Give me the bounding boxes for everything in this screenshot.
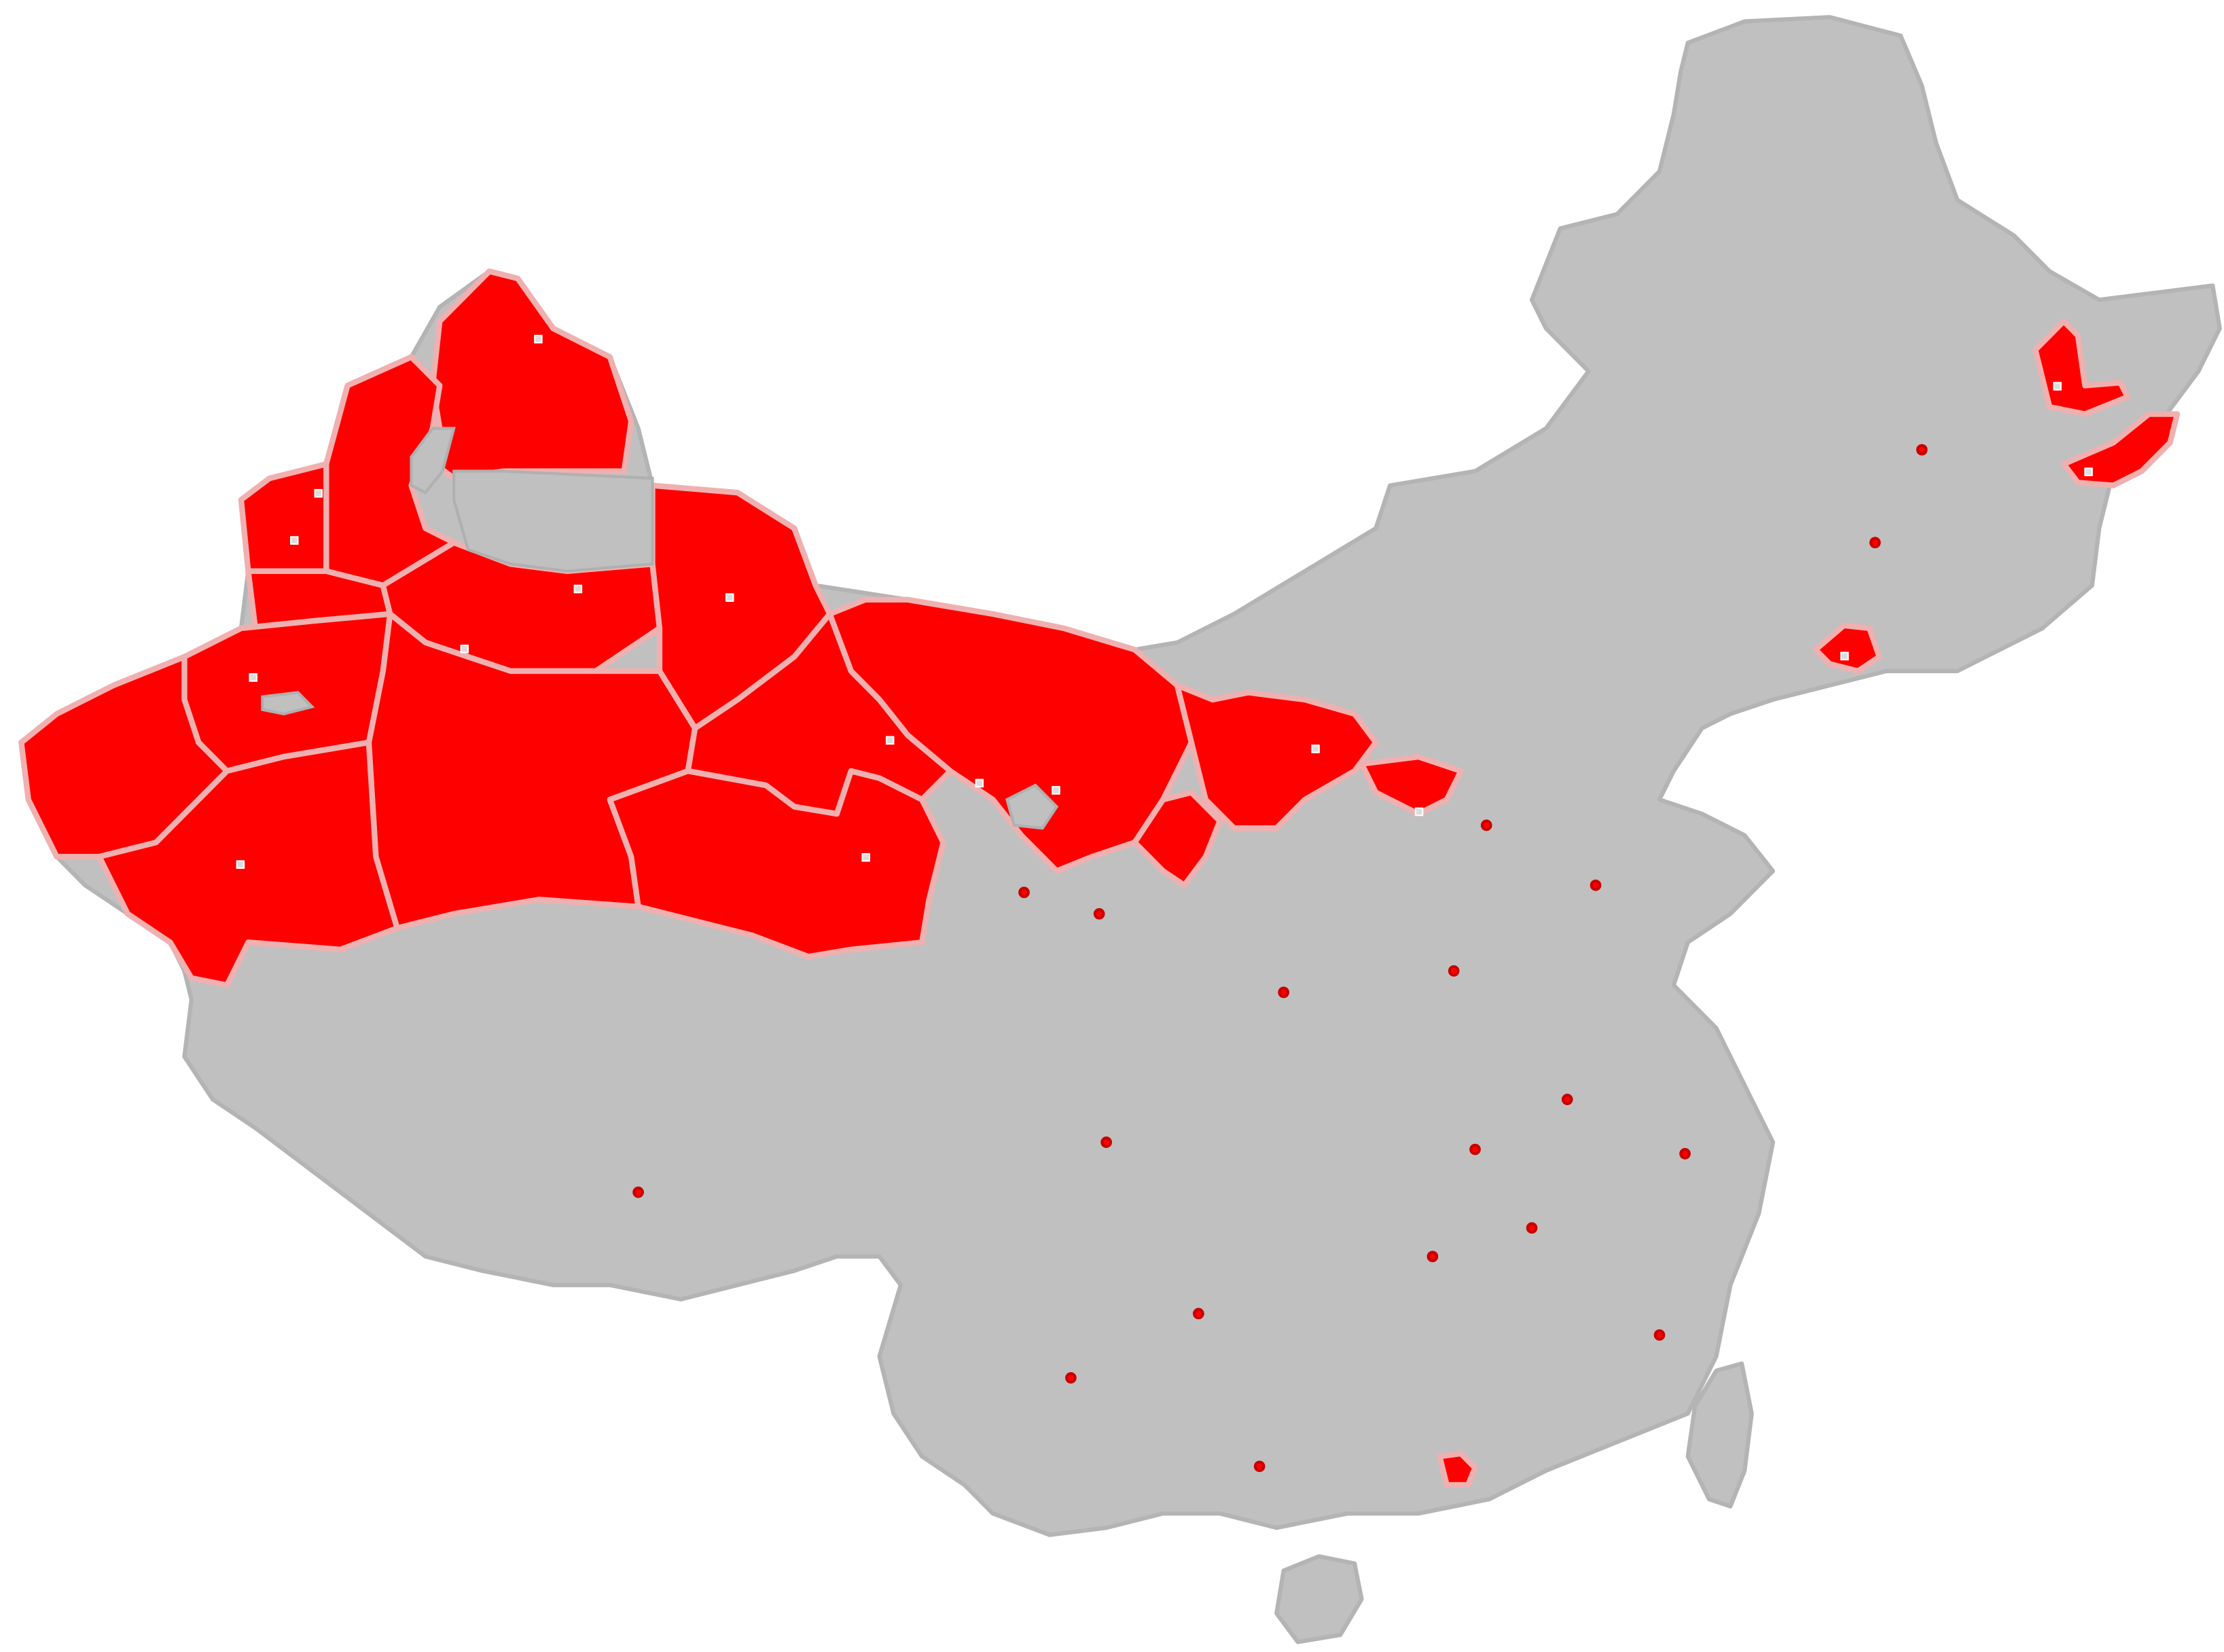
taiwan-island (1685, 1361, 1754, 1509)
hainan-island (1274, 1554, 1364, 1645)
spot-16 (1916, 444, 1928, 456)
spot-11 (1065, 1372, 1077, 1384)
region-ordos-baotou (1174, 682, 1379, 831)
city-marker (289, 536, 299, 545)
spot-13 (1018, 886, 1030, 899)
lake-bosten (261, 691, 315, 716)
region-hotan (96, 739, 400, 988)
spot-17 (1869, 537, 1881, 549)
region-bortala (238, 461, 329, 589)
grey-gap-gansu (1005, 783, 1059, 830)
lake-ayding (410, 427, 456, 495)
spot-3 (1469, 1143, 1481, 1155)
city-marker (2053, 382, 2062, 391)
city-marker (885, 736, 895, 745)
region-yinchuan-wuhai (1132, 789, 1223, 888)
spot-19 (1253, 1460, 1266, 1473)
spot-5 (1653, 1329, 1666, 1341)
region-bayannur-east (1359, 753, 1464, 817)
city-marker (861, 852, 870, 862)
spot-7 (1100, 1136, 1112, 1148)
city-marker (573, 584, 583, 594)
city-marker (236, 860, 245, 869)
region-guangzhou-spot (1437, 1450, 1478, 1488)
city-marker (1311, 744, 1320, 753)
spot-14 (1480, 819, 1492, 831)
city-marker (249, 673, 257, 682)
city-marker (1840, 651, 1849, 661)
city-markers (236, 334, 2093, 869)
city-marker (1414, 807, 1424, 816)
region-jiamusi (2032, 318, 2131, 417)
spot-10 (1448, 965, 1460, 977)
spot-6 (1193, 1308, 1204, 1320)
city-marker (725, 593, 734, 602)
spot-2 (1561, 1094, 1573, 1105)
spot-12 (1093, 908, 1105, 920)
region-altay (423, 268, 634, 482)
city-marker (314, 488, 323, 498)
spot-4 (1526, 1222, 1538, 1234)
junggar-grey-block (452, 469, 654, 573)
region-zhangye-wuwei (607, 768, 946, 960)
city-marker (534, 334, 543, 344)
spot-15 (1679, 1147, 1691, 1160)
city-marker (1052, 786, 1060, 795)
city-marker (975, 778, 984, 788)
city-marker (460, 645, 469, 653)
region-changchun (1812, 622, 1882, 675)
spot-18 (632, 1186, 644, 1198)
spot-1 (1590, 879, 1602, 891)
spot-8 (1278, 986, 1290, 999)
spot-9 (1427, 1251, 1439, 1263)
city-marker (2084, 467, 2093, 477)
